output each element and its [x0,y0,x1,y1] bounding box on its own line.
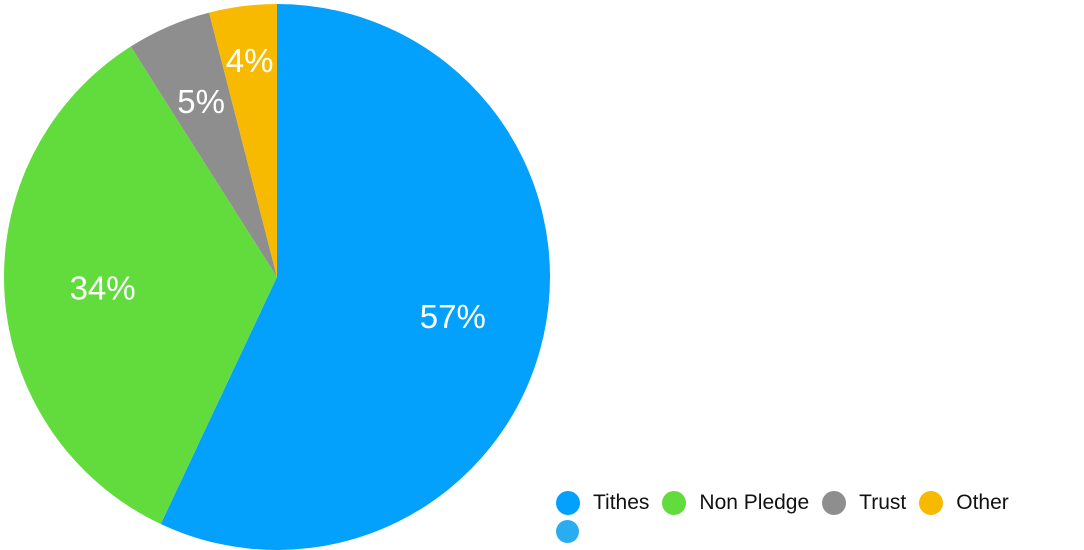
legend-swatch-other [919,491,944,515]
legend-extra-swatch [556,520,579,543]
pie-slice-trust[interactable] [130,12,277,278]
legend-item-tithes[interactable]: Tithes [556,491,649,515]
legend-swatch-trust [822,491,847,515]
pie-chart: 57% 34% 5%4% [4,4,551,550]
legend: Tithes Non Pledge Trust Other [556,488,1084,518]
legend-item-non-pledge[interactable]: Non Pledge [662,491,809,515]
pie-slice-tithes[interactable] [160,4,551,550]
pie-slice-non-pledge[interactable] [4,46,278,525]
legend-label-tithes: Tithes [593,491,650,514]
slice-label-tithes: 57% [420,298,486,335]
legend-row: Tithes Non Pledge Trust Other [556,488,1084,518]
pie-slice-other[interactable] [209,4,277,277]
legend-extra-item [556,520,592,543]
legend-item-trust[interactable]: Trust [822,491,906,515]
legend-item-other[interactable]: Other [919,491,1009,515]
pie-slice-labels: 57% 34% 5%4% [70,42,486,335]
pie-slices [4,4,551,550]
slice-label-trust: 5% [177,83,225,120]
slice-label-other: 4% [226,42,274,79]
legend-swatch-non-pledge [662,491,687,515]
legend-swatch-tithes [556,491,580,515]
legend-label-non-pledge: Non Pledge [699,491,810,514]
legend-label-trust: Trust [859,491,907,514]
legend-label-other: Other [956,491,1009,514]
slice-label-non-pledge: 34% [70,269,136,306]
